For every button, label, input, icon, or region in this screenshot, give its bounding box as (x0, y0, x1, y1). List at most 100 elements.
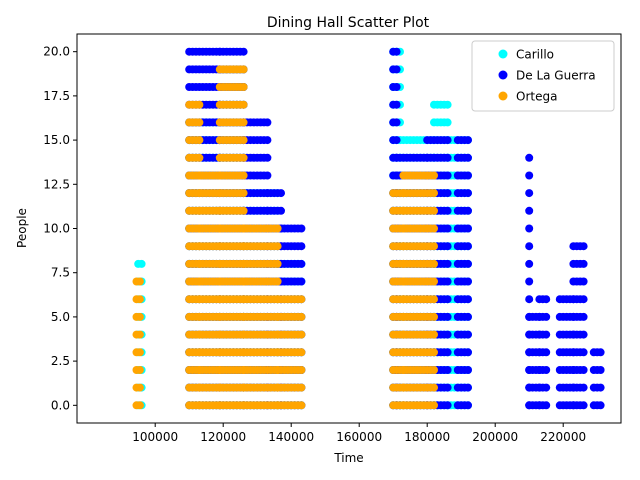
point-ortega (273, 224, 282, 233)
point-de-la-guerra (525, 189, 534, 198)
point-de-la-guerra (443, 312, 452, 321)
point-ortega (135, 348, 144, 357)
point-ortega (135, 277, 144, 286)
point-ortega (297, 401, 306, 410)
point-de-la-guerra (464, 259, 472, 268)
point-de-la-guerra (297, 224, 306, 233)
point-de-la-guerra (392, 100, 401, 109)
point-de-la-guerra (464, 189, 472, 198)
point-carillo (137, 259, 146, 268)
point-carillo (443, 100, 452, 109)
point-de-la-guerra (263, 171, 272, 180)
x-tick-label: 220000 (540, 430, 586, 444)
point-de-la-guerra (579, 259, 588, 268)
point-ortega (430, 383, 438, 392)
y-tick-label: 20.0 (43, 45, 70, 59)
point-de-la-guerra (525, 277, 534, 286)
point-de-la-guerra (443, 383, 452, 392)
point-de-la-guerra (277, 189, 285, 198)
point-ortega (135, 366, 144, 374)
point-de-la-guerra (525, 153, 534, 162)
y-tick-label: 0.0 (51, 398, 70, 412)
point-ortega (135, 401, 144, 410)
point-ortega (430, 330, 438, 339)
y-axis-ticks: 0.0 2.5 5.0 7.5 10.0 12.5 15.0 17.5 20.0 (43, 45, 77, 412)
point-ortega (430, 348, 438, 357)
point-de-la-guerra (464, 383, 472, 392)
point-de-la-guerra (443, 189, 452, 198)
point-ortega (239, 100, 248, 109)
x-axis-ticks: 100000 120000 140000 160000 180000 200000 2200… (132, 423, 586, 444)
point-de-la-guerra (579, 242, 588, 251)
point-ortega (273, 259, 282, 268)
point-de-la-guerra (464, 136, 472, 145)
point-de-la-guerra (579, 383, 588, 392)
point-de-la-guerra (443, 348, 452, 357)
point-de-la-guerra (579, 401, 588, 410)
point-de-la-guerra (542, 401, 551, 410)
point-de-la-guerra (579, 330, 588, 339)
point-de-la-guerra (443, 330, 452, 339)
point-de-la-guerra (525, 171, 534, 180)
point-de-la-guerra (443, 259, 452, 268)
point-de-la-guerra (525, 242, 534, 251)
point-de-la-guerra (392, 83, 401, 91)
y-tick-label: 12.5 (43, 177, 70, 191)
point-ortega (430, 206, 438, 215)
point-ortega (195, 100, 204, 109)
point-de-la-guerra (542, 366, 551, 374)
point-de-la-guerra (542, 383, 551, 392)
point-ortega (297, 383, 306, 392)
point-de-la-guerra (263, 153, 272, 162)
point-de-la-guerra (579, 348, 588, 357)
point-de-la-guerra (542, 348, 551, 357)
point-de-la-guerra (579, 277, 588, 286)
point-de-la-guerra (392, 47, 401, 56)
point-ortega (430, 189, 438, 198)
point-de-la-guerra (579, 366, 588, 374)
legend-marker (498, 49, 508, 59)
legend-label: Ortega (516, 90, 557, 104)
point-de-la-guerra (443, 401, 452, 410)
point-de-la-guerra (464, 312, 472, 321)
x-tick-label: 100000 (132, 430, 178, 444)
point-de-la-guerra (443, 366, 452, 374)
point-de-la-guerra (542, 295, 551, 304)
point-ortega (239, 118, 248, 127)
x-tick-label: 200000 (472, 430, 518, 444)
point-de-la-guerra (464, 401, 472, 410)
point-de-la-guerra (263, 136, 272, 145)
y-tick-label: 2.5 (51, 354, 70, 368)
point-de-la-guerra (464, 206, 472, 215)
point-de-la-guerra (525, 224, 534, 233)
point-de-la-guerra (297, 259, 306, 268)
point-ortega (239, 206, 248, 215)
y-tick-label: 5.0 (51, 310, 70, 324)
point-ortega (297, 330, 306, 339)
point-de-la-guerra (596, 366, 605, 374)
point-ortega (195, 118, 204, 127)
point-ortega (297, 295, 306, 304)
point-ortega (430, 295, 438, 304)
point-de-la-guerra (464, 295, 472, 304)
point-ortega (430, 171, 438, 180)
point-ortega (239, 136, 248, 145)
point-de-la-guerra (464, 366, 472, 374)
point-ortega (430, 366, 438, 374)
point-ortega (430, 312, 438, 321)
point-de-la-guerra (464, 348, 472, 357)
point-de-la-guerra (464, 242, 472, 251)
point-de-la-guerra (596, 401, 605, 410)
x-tick-label: 160000 (336, 430, 382, 444)
point-de-la-guerra (464, 224, 472, 233)
point-ortega (430, 259, 438, 268)
point-de-la-guerra (464, 330, 472, 339)
point-ortega (239, 83, 248, 91)
point-de-la-guerra (443, 153, 452, 162)
point-ortega (297, 348, 306, 357)
chart-title: Dining Hall Scatter Plot (267, 15, 430, 31)
point-de-la-guerra (596, 383, 605, 392)
point-ortega (135, 312, 144, 321)
legend-marker (498, 91, 508, 101)
